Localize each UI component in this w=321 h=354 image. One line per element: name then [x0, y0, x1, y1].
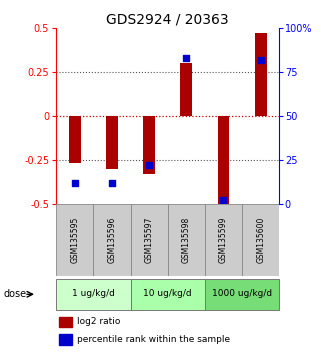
- Point: [109, 180, 115, 185]
- Text: log2 ratio: log2 ratio: [77, 318, 120, 326]
- Text: GSM135595: GSM135595: [70, 217, 79, 263]
- Text: GSM135599: GSM135599: [219, 217, 228, 263]
- Text: 10 ug/kg/d: 10 ug/kg/d: [143, 289, 192, 298]
- Text: 1 ug/kg/d: 1 ug/kg/d: [72, 289, 115, 298]
- Bar: [168, 204, 205, 275]
- Point: [221, 198, 226, 203]
- Text: dose: dose: [3, 289, 26, 299]
- Bar: [131, 204, 168, 275]
- Bar: [59, 317, 72, 327]
- Bar: [69, 116, 81, 164]
- Bar: [106, 116, 118, 169]
- Text: percentile rank within the sample: percentile rank within the sample: [77, 335, 230, 344]
- Text: GSM135596: GSM135596: [108, 217, 117, 263]
- Point: [184, 55, 189, 61]
- Bar: [218, 116, 230, 204]
- Bar: [205, 279, 279, 310]
- Title: GDS2924 / 20363: GDS2924 / 20363: [106, 13, 229, 27]
- Bar: [255, 33, 267, 116]
- Text: GSM135600: GSM135600: [256, 217, 265, 263]
- Bar: [56, 279, 131, 310]
- Text: GSM135598: GSM135598: [182, 217, 191, 263]
- Bar: [59, 335, 72, 345]
- Bar: [242, 204, 279, 275]
- Bar: [205, 204, 242, 275]
- Text: GSM135597: GSM135597: [145, 217, 154, 263]
- Point: [258, 57, 263, 63]
- Bar: [93, 204, 131, 275]
- Bar: [56, 204, 93, 275]
- Bar: [131, 279, 205, 310]
- Text: 1000 ug/kg/d: 1000 ug/kg/d: [212, 289, 272, 298]
- Bar: [180, 63, 192, 116]
- Bar: [143, 116, 155, 174]
- Point: [72, 180, 77, 185]
- Point: [147, 162, 152, 168]
